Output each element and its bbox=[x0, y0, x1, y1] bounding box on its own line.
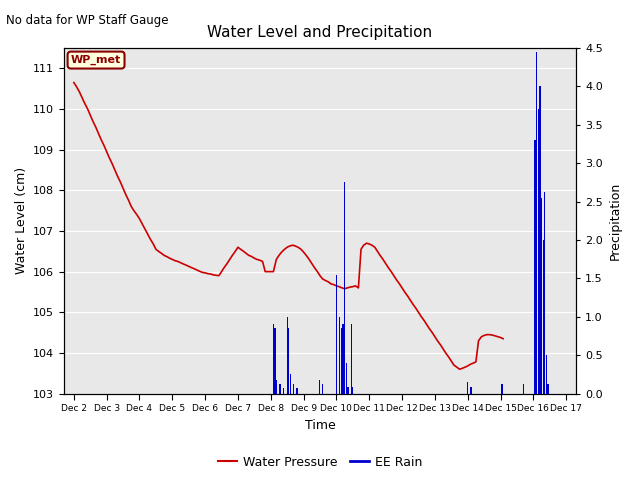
Bar bbox=[348, 387, 349, 394]
Bar bbox=[351, 324, 352, 394]
Bar bbox=[276, 380, 277, 394]
Bar bbox=[536, 52, 537, 394]
Bar bbox=[339, 317, 340, 394]
Bar bbox=[283, 388, 284, 394]
Bar bbox=[346, 363, 347, 394]
Bar bbox=[287, 317, 288, 394]
Title: Water Level and Precipitation: Water Level and Precipitation bbox=[207, 25, 433, 40]
Bar bbox=[279, 384, 280, 394]
Bar bbox=[541, 198, 542, 394]
Text: No data for WP Staff Gauge: No data for WP Staff Gauge bbox=[6, 14, 169, 27]
Y-axis label: Precipitation: Precipitation bbox=[609, 181, 621, 260]
Bar bbox=[290, 374, 291, 394]
Bar bbox=[547, 384, 548, 394]
Bar bbox=[538, 109, 539, 394]
Bar bbox=[322, 384, 323, 394]
Bar bbox=[543, 240, 544, 394]
Bar bbox=[336, 275, 337, 394]
Bar bbox=[502, 384, 503, 394]
Bar bbox=[342, 324, 344, 394]
Bar bbox=[467, 382, 468, 394]
Bar bbox=[340, 328, 342, 394]
Bar bbox=[470, 387, 472, 394]
Bar bbox=[293, 384, 294, 394]
Bar bbox=[344, 182, 345, 394]
Bar bbox=[523, 384, 524, 394]
Bar bbox=[352, 387, 353, 394]
Bar bbox=[288, 328, 289, 394]
Legend: Water Pressure, EE Rain: Water Pressure, EE Rain bbox=[213, 451, 427, 474]
Bar bbox=[275, 328, 276, 394]
Y-axis label: Water Level (cm): Water Level (cm) bbox=[15, 167, 28, 275]
Bar bbox=[544, 192, 545, 394]
Bar bbox=[296, 388, 298, 394]
Bar bbox=[273, 324, 274, 394]
X-axis label: Time: Time bbox=[305, 419, 335, 432]
Bar bbox=[546, 355, 547, 394]
Bar bbox=[319, 380, 320, 394]
Bar bbox=[534, 140, 536, 394]
Text: WP_met: WP_met bbox=[71, 55, 121, 65]
Bar bbox=[540, 86, 541, 394]
